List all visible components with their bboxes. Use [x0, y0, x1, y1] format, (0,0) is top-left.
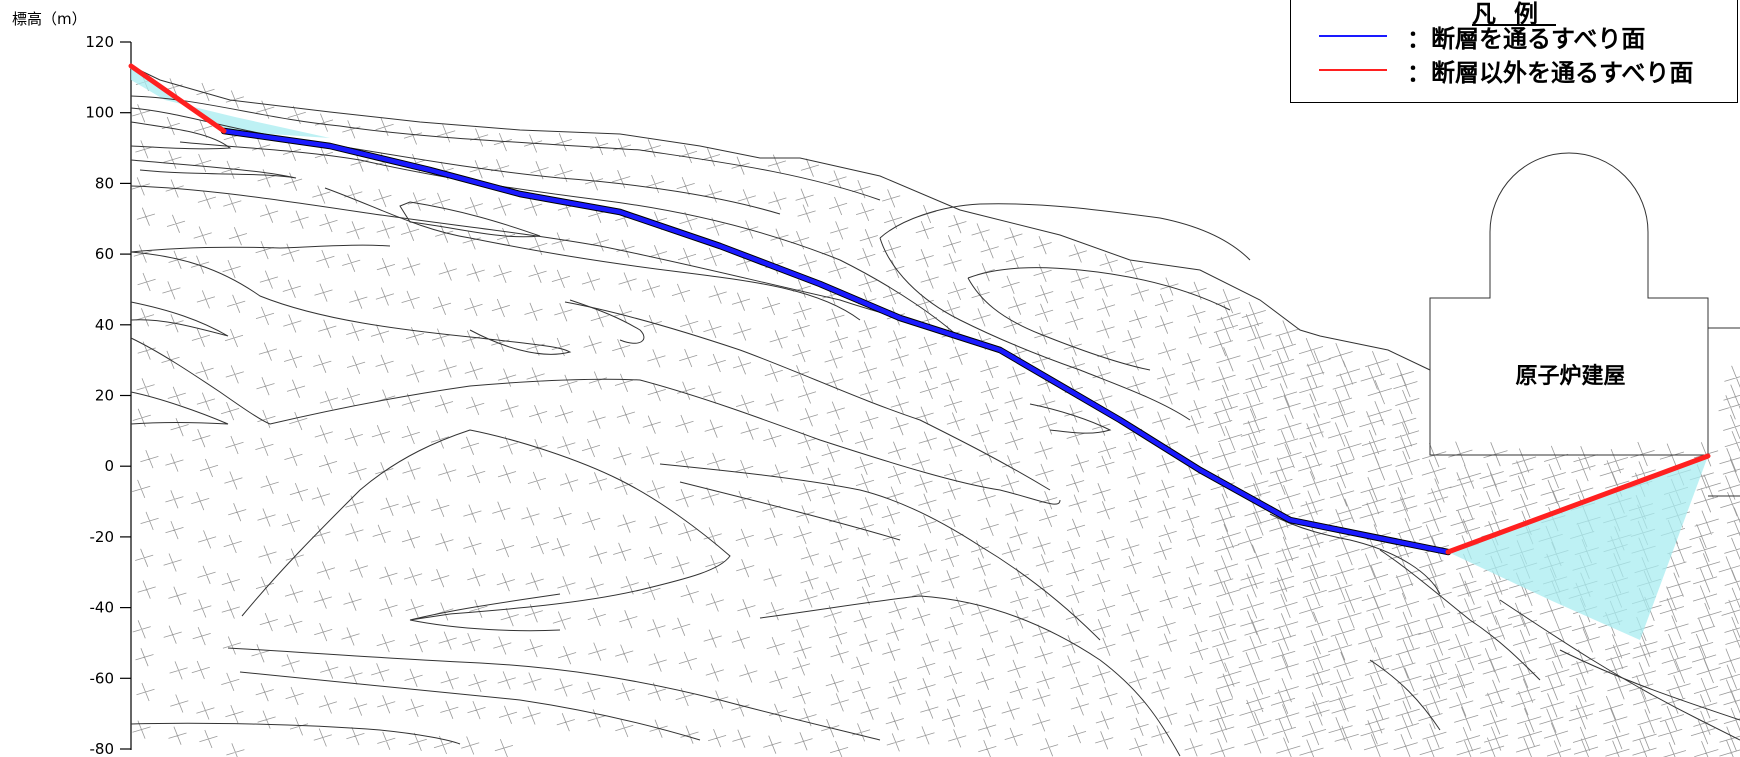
geology-line: [1559, 649, 1740, 721]
slide-mass-shading: [131, 66, 1708, 640]
geology-line: [130, 121, 232, 150]
legend-label-fault: ：断層を通るすべり面: [1407, 24, 1646, 53]
legend-line-fault: [1319, 35, 1387, 37]
axis-tick-label: 120: [85, 33, 114, 51]
geology-line: [659, 463, 1101, 641]
geology-line: [130, 722, 461, 745]
fault-slip-surface-outline: [220, 127, 1452, 556]
slip-surfaces: [128, 63, 1711, 556]
geology-line: [130, 301, 229, 337]
ground-surface: [130, 65, 1740, 456]
axis-tick-label: 60: [95, 245, 114, 263]
geology-line: [324, 187, 861, 321]
geology-line: [1369, 659, 1441, 731]
geology-line: [1499, 599, 1740, 741]
geology-line: [179, 141, 961, 339]
geology-line: [564, 301, 1051, 491]
axis-tick-label: -20: [90, 528, 115, 546]
geology-line: [227, 647, 881, 741]
axis-tick-label: 20: [95, 387, 114, 405]
axis-tick-label: -80: [90, 740, 115, 757]
building-outline: [1429, 152, 1709, 455]
building-label: 原子炉建屋: [1515, 364, 1626, 389]
axis-ticks: 120 100 80 60 40 20 0 -20 -40 -60 -80: [85, 33, 131, 757]
legend-title: 凡例: [1472, 0, 1556, 28]
legend: 凡例 ：断層を通るすべり面 ：断層以外を通るすべり面: [1290, 0, 1738, 103]
geology-line: [130, 95, 881, 201]
crack-mark-field: [131, 72, 1740, 757]
axis-tick-label: 40: [95, 316, 114, 334]
legend-item-non-fault: ：断層以外を通るすべり面: [1319, 55, 1694, 87]
fault-slip-surface: [221, 128, 1451, 555]
geology-line: [130, 159, 297, 179]
legend-item-fault: ：断層を通るすべり面: [1319, 21, 1646, 53]
geology-line: [679, 481, 901, 541]
geology-line: [409, 619, 561, 632]
geology-line: [879, 203, 1251, 261]
geology-line: [759, 595, 1181, 757]
geology-line: [130, 251, 572, 355]
crack-marks: [131, 72, 1740, 757]
axis-title: 標高（m）: [12, 10, 87, 28]
legend-line-non-fault: [1319, 69, 1387, 71]
elevation-axis: 120 100 80 60 40 20 0 -20 -40 -60 -80: [85, 33, 132, 757]
geology-line: [1029, 403, 1112, 434]
geology-line: [130, 337, 1061, 505]
geology-line: [569, 299, 645, 344]
geology-line: [399, 201, 541, 238]
geology-line: [967, 267, 1231, 311]
geology-line: [130, 391, 229, 425]
legend-label-non-fault: ：断層以外を通るすべり面: [1407, 58, 1694, 87]
geology-line: [1269, 513, 1441, 595]
building-annex-outline: [1708, 327, 1740, 497]
geology-lines: [130, 65, 1740, 757]
non-fault-slip-surface-upper: [128, 63, 227, 134]
geology-line: [239, 671, 701, 741]
slide-mass-upper: [131, 66, 330, 138]
non-fault-slip-surface-lower: [1445, 453, 1711, 555]
axis-tick-label: -40: [90, 599, 115, 617]
axis-tick-label: 0: [104, 457, 114, 475]
axis-tick-label: -60: [90, 669, 115, 687]
geology-line: [130, 244, 391, 253]
geology-line: [967, 277, 1151, 371]
geology-line: [241, 429, 731, 621]
slide-mass-lower: [1448, 456, 1708, 640]
axis-tick-label: 100: [85, 104, 114, 122]
axis-tick-label: 80: [95, 174, 114, 192]
geology-line: [130, 185, 981, 343]
geology-line: [1379, 549, 1541, 681]
geology-line: [879, 237, 1191, 421]
